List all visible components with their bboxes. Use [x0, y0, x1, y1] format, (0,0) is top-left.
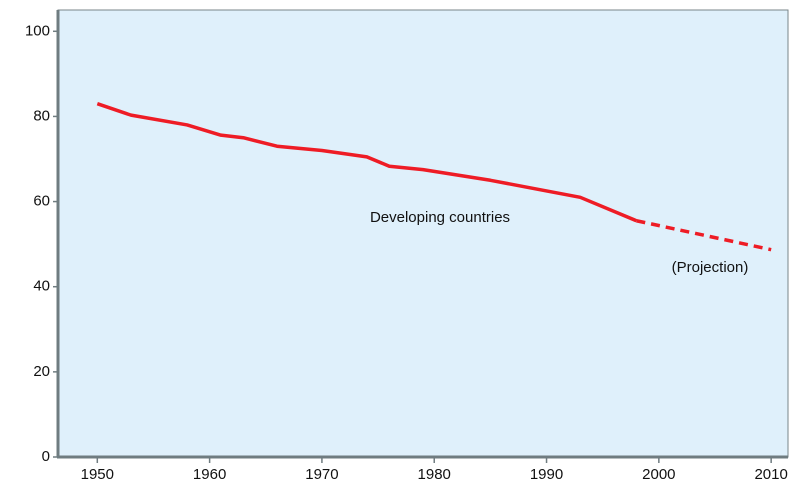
y-tick-label: 60 — [33, 193, 50, 210]
x-tick-label: 2000 — [642, 466, 675, 483]
series-label: (Projection) — [672, 259, 749, 276]
series-label: Developing countries — [370, 209, 510, 226]
x-tick-label: 1980 — [418, 466, 451, 483]
x-tick-label: 1950 — [81, 466, 114, 483]
plot-area — [57, 9, 789, 458]
line-series — [636, 219, 772, 252]
y-tick-label: 0 — [42, 448, 50, 465]
x-tick-label: 1960 — [193, 466, 226, 483]
x-tick-label: 1970 — [305, 466, 338, 483]
y-tick-label: 20 — [33, 363, 50, 380]
x-tick-label: 2010 — [754, 466, 787, 483]
y-tick-label: 100 — [25, 22, 50, 39]
line-series — [96, 102, 638, 223]
y-tick-label: 80 — [33, 107, 50, 124]
y-tick-label: 40 — [33, 278, 50, 295]
x-tick-label: 1990 — [530, 466, 563, 483]
